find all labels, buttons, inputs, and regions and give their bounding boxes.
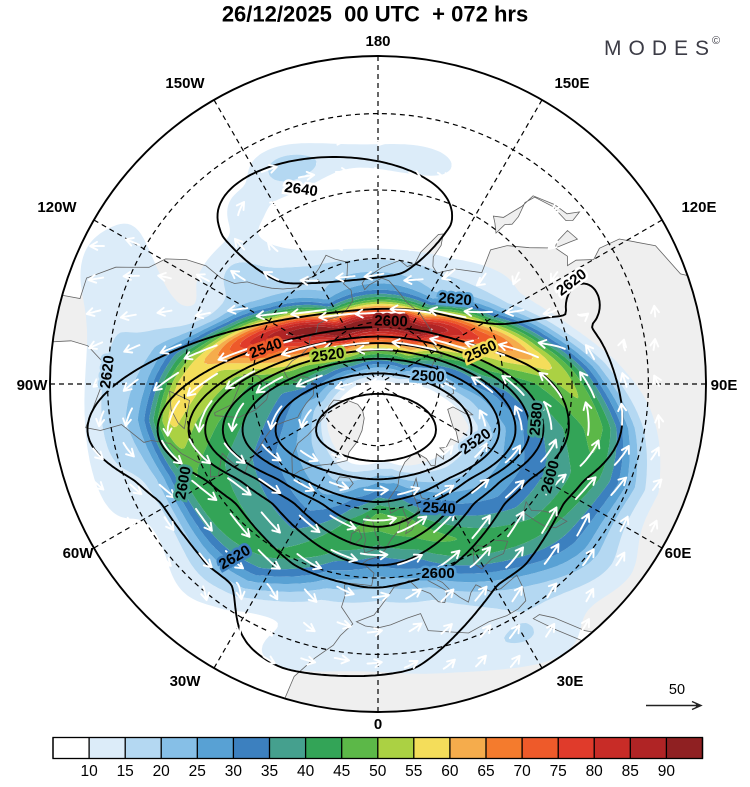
svg-text:MODES: MODES — [604, 37, 716, 60]
svg-text:90E: 90E — [711, 377, 738, 394]
svg-text:0: 0 — [374, 716, 382, 733]
svg-text:2540: 2540 — [422, 499, 456, 518]
svg-text:30E: 30E — [557, 673, 584, 690]
svg-text:50: 50 — [369, 763, 387, 780]
svg-text:30W: 30W — [170, 673, 202, 690]
svg-text:60E: 60E — [665, 545, 692, 562]
svg-text:90: 90 — [658, 763, 676, 780]
svg-text:65: 65 — [477, 763, 494, 780]
svg-text:50: 50 — [669, 682, 685, 698]
svg-text:150E: 150E — [554, 75, 589, 92]
svg-text:25: 25 — [189, 763, 206, 780]
svg-text:55: 55 — [405, 763, 422, 780]
svg-text:30: 30 — [225, 763, 243, 780]
svg-text:2600: 2600 — [421, 565, 454, 582]
svg-text:2620: 2620 — [438, 290, 473, 310]
svg-text:85: 85 — [622, 763, 639, 780]
svg-text:15: 15 — [117, 763, 134, 780]
svg-text:2500: 2500 — [411, 367, 445, 386]
svg-text:120W: 120W — [37, 199, 77, 216]
svg-text:10: 10 — [80, 763, 98, 780]
svg-text:2580: 2580 — [527, 402, 547, 437]
svg-text:2600: 2600 — [374, 312, 408, 330]
svg-text:75: 75 — [550, 763, 567, 780]
svg-text:45: 45 — [333, 763, 350, 780]
svg-text:60: 60 — [441, 763, 459, 780]
svg-text:90W: 90W — [17, 377, 49, 394]
svg-text:180: 180 — [365, 33, 390, 50]
svg-text:60W: 60W — [63, 545, 95, 562]
svg-text:35: 35 — [261, 763, 278, 780]
svg-text:80: 80 — [586, 763, 604, 780]
svg-text:120E: 120E — [681, 199, 716, 216]
svg-text:70: 70 — [513, 763, 531, 780]
svg-text:©: © — [712, 35, 720, 47]
svg-text:26/12/2025 00 UTC + 072 hrs: 26/12/2025 00 UTC + 072 hrs — [222, 2, 528, 27]
svg-text:20: 20 — [153, 763, 171, 780]
svg-text:150W: 150W — [165, 75, 205, 92]
svg-text:40: 40 — [297, 763, 315, 780]
